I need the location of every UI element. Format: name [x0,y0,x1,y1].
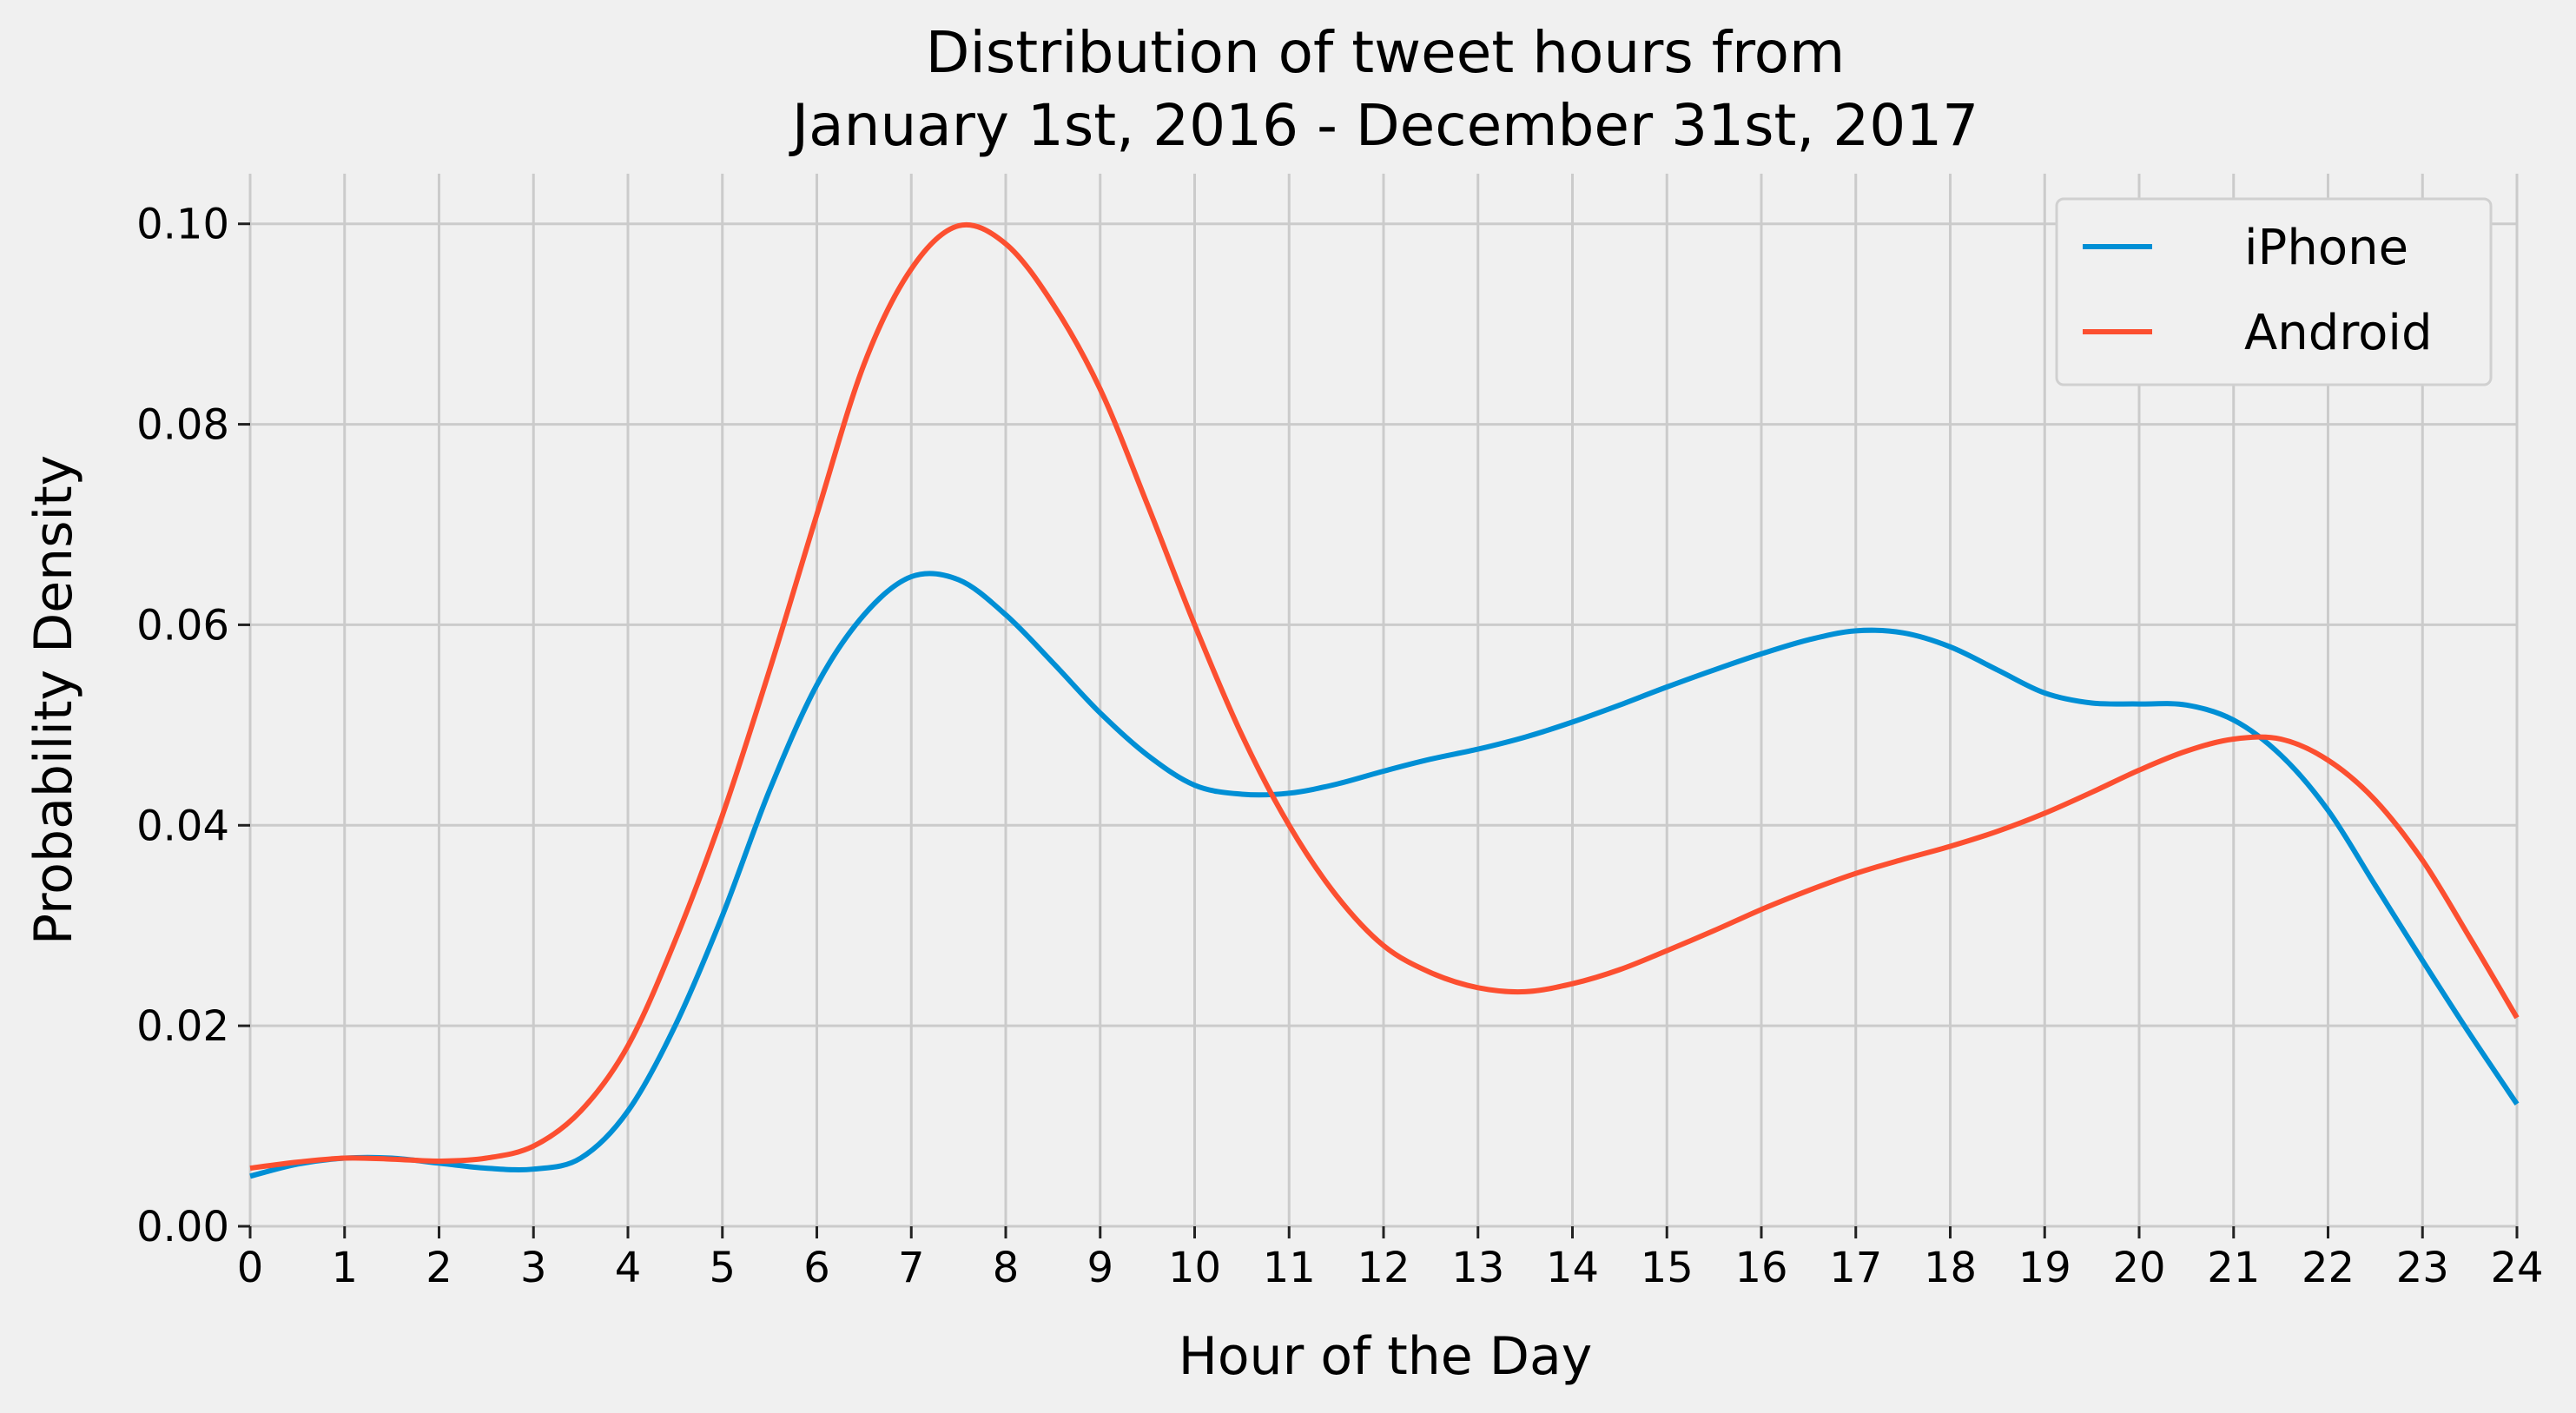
y-tick-label: 0.10 [136,201,229,249]
x-tick-label: 13 [1451,1244,1504,1292]
y-tick-label: 0.04 [136,802,229,850]
y-axis: 0.00 0.02 0.04 0.06 0.08 0.10 [136,201,250,1251]
x-tick-label: 9 [1087,1244,1113,1292]
legend-label-android: Android [2244,305,2433,361]
series-line-iphone [249,571,2520,1179]
x-tick-label: 6 [803,1244,830,1292]
series-line-android [249,221,2520,1172]
legend-box [2055,197,2493,386]
x-tick-label: 18 [1924,1244,1977,1292]
chart-title-line-2: January 1st, 2016 - December 31st, 2017 [789,92,1979,159]
x-tick-label: 17 [1829,1244,1882,1292]
series-lines [249,221,2520,1179]
x-tick-label: 0 [237,1244,264,1292]
x-tick-label: 7 [898,1244,925,1292]
x-tick-label: 19 [2018,1244,2071,1292]
x-tick-label: 24 [2490,1244,2543,1292]
x-tick-label: 3 [520,1244,547,1292]
x-tick-label: 1 [331,1244,358,1292]
x-tick-label: 22 [2302,1244,2355,1292]
x-tick-label: 20 [2112,1244,2165,1292]
x-tick-label: 4 [615,1244,642,1292]
y-tick-label: 0.02 [136,1002,229,1051]
y-tick-label: 0.06 [136,601,229,650]
x-tick-label: 16 [1734,1244,1787,1292]
x-axis: 0 1 2 3 4 5 6 7 8 9 10 11 12 13 14 15 16 17 18 19 20 21 22 23 24 [237,1226,2544,1292]
chart-title-line-1: Distribution of tweet hours from [926,19,1846,86]
x-tick-label: 2 [426,1244,452,1292]
legend-label-iphone: iPhone [2244,220,2408,276]
x-tick-label: 11 [1263,1244,1316,1292]
x-tick-label: 8 [993,1244,1020,1292]
x-axis-label: Hour of the Day [1179,1326,1593,1387]
x-tick-label: 12 [1357,1244,1410,1292]
y-axis-label: Probability Density [23,455,84,945]
y-tick-label: 0.00 [136,1203,229,1251]
x-tick-label: 21 [2207,1244,2260,1292]
x-tick-label: 23 [2396,1244,2449,1292]
x-tick-label: 10 [1168,1244,1221,1292]
legend: iPhone Android [2055,197,2493,386]
x-tick-label: 15 [1641,1244,1694,1292]
x-tick-label: 14 [1546,1244,1599,1292]
x-tick-label: 5 [709,1244,736,1292]
y-tick-label: 0.08 [136,401,229,450]
